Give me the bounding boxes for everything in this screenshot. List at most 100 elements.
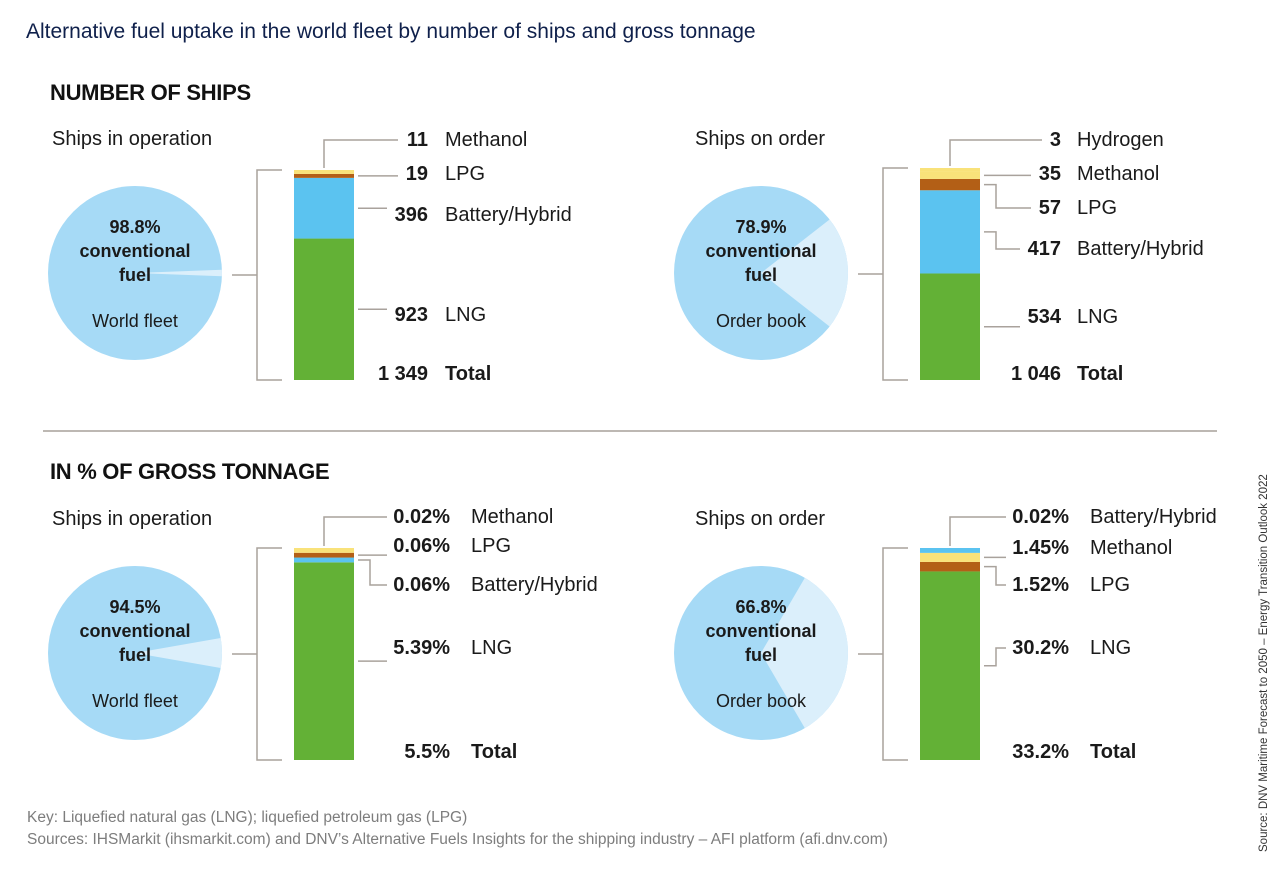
leader-line: [984, 647, 1006, 667]
subtitle-ships-order: Ships on order: [695, 128, 826, 150]
data-label-name: LNG: [471, 637, 512, 659]
pie-slice-alternative: [135, 638, 222, 668]
data-label-value: 923: [395, 304, 428, 326]
leader-line: [949, 516, 1006, 546]
pie-caption: World fleet: [92, 311, 178, 331]
pie-label-fuel: fuel: [119, 645, 151, 665]
bar-segment-lng: [920, 571, 980, 760]
panel-tonnage-order: 66.8% conventional fuel Order book 30.2% LNG 1…: [674, 506, 1217, 763]
panel-tonnage-operation: 94.5% conventional fuel World fleet 5.39% LNG…: [48, 506, 598, 763]
total-value: 5.5%: [404, 741, 450, 763]
data-label-value: 57: [1039, 197, 1061, 219]
section-divider: [43, 430, 1217, 432]
data-label-value: 0.06%: [393, 574, 450, 596]
pie-slice-alternative: [135, 269, 222, 277]
bar-bracket: [256, 547, 282, 761]
data-label-name: Methanol: [445, 129, 527, 151]
bar-segment-methanol: [294, 548, 354, 553]
data-label-value: 30.2%: [1012, 637, 1069, 659]
pie-slice-alternative: [761, 577, 848, 729]
leader-line: [984, 231, 1020, 250]
pie-caption: World fleet: [92, 691, 178, 711]
total-label: Total: [1090, 741, 1136, 763]
bar-segment-lpg: [294, 173, 354, 178]
data-label-value: 11: [407, 129, 428, 151]
bar-segment-methanol: [294, 170, 354, 174]
pie-label-percent: 94.5%: [109, 597, 160, 617]
data-label-value: 35: [1039, 163, 1061, 185]
data-label-value: 0.02%: [393, 506, 450, 528]
subtitle-tonnage-order: Ships on order: [695, 508, 826, 530]
data-label-value: 0.06%: [393, 535, 450, 557]
chart-title: Alternative fuel uptake in the world fle…: [26, 20, 756, 43]
pie-label-conventional: conventional: [705, 621, 816, 641]
bar-segment-lpg: [920, 561, 980, 572]
leader-line: [984, 565, 1006, 586]
data-label-value: 417: [1028, 238, 1061, 260]
leader-line: [358, 559, 387, 586]
bar-segment-lpg: [294, 552, 354, 558]
pie-label-percent: 78.9%: [735, 217, 786, 237]
bar-segment-lpg: [920, 178, 980, 191]
total-label: Total: [1077, 363, 1123, 385]
data-label-value: 1.45%: [1012, 537, 1069, 559]
data-label-name: Battery/Hybrid: [1077, 238, 1204, 260]
bar-segment-methanol: [920, 552, 980, 562]
bar-segment-battery-hybrid: [920, 190, 980, 274]
total-label: Total: [445, 363, 491, 385]
pie-label-conventional: conventional: [79, 241, 190, 261]
data-label-name: Methanol: [1090, 537, 1172, 559]
pie-slice-alternative: [761, 219, 848, 327]
data-label-name: LNG: [1090, 637, 1131, 659]
footnote-sources: Sources: IHSMarkit (ihsmarkit.com) and D…: [27, 831, 888, 848]
leader-line: [323, 516, 387, 546]
section-heading-number-of-ships: NUMBER OF SHIPS: [50, 80, 251, 105]
footnote-key: Key: Liquefied natural gas (LNG); liquef…: [27, 809, 468, 826]
data-label-name: Methanol: [471, 506, 553, 528]
data-label-value: 396: [395, 204, 428, 226]
pie-label-percent: 98.8%: [109, 217, 160, 237]
data-label-name: Hydrogen: [1077, 129, 1164, 151]
data-label-value: 3: [1050, 129, 1061, 151]
data-label-name: LNG: [1077, 306, 1118, 328]
panel-ships-order: 78.9% conventional fuel Order book 534 LNG 417…: [674, 129, 1204, 385]
pie-label-fuel: fuel: [119, 265, 151, 285]
leader-line: [984, 183, 1031, 209]
panel-ships-operation: 98.8% conventional fuel World fleet 923 LNG 39…: [48, 129, 572, 385]
pie-label-conventional: conventional: [705, 241, 816, 261]
bar-segment-battery-hybrid: [920, 548, 980, 553]
data-label-name: Methanol: [1077, 163, 1159, 185]
data-label-name: LPG: [471, 535, 511, 557]
data-label-name: LPG: [1077, 197, 1117, 219]
bar-segment-hydrogen: [920, 168, 980, 172]
pie-caption: Order book: [716, 311, 807, 331]
data-label-name: Battery/Hybrid: [471, 574, 598, 596]
subtitle-tonnage-operation: Ships in operation: [52, 508, 213, 530]
bar-bracket: [256, 169, 282, 381]
bar-segment-battery-hybrid: [294, 557, 354, 563]
bar-segment-lng: [294, 238, 354, 380]
pie-label-fuel: fuel: [745, 265, 777, 285]
total-value: 1 349: [378, 363, 428, 385]
section-heading-gross-tonnage: IN % OF GROSS TONNAGE: [50, 459, 330, 484]
bar-bracket: [882, 167, 908, 381]
pie-label-fuel: fuel: [745, 645, 777, 665]
data-label-value: 19: [406, 163, 428, 185]
pie-label-percent: 66.8%: [735, 597, 786, 617]
data-label-name: LPG: [445, 163, 485, 185]
bar-segment-lng: [294, 562, 354, 760]
vertical-source-note: Source: DNV Maritime Forecast to 2050 – …: [1258, 474, 1270, 852]
bar-segment-lng: [920, 273, 980, 380]
data-label-name: LNG: [445, 304, 486, 326]
pie-label-conventional: conventional: [79, 621, 190, 641]
leader-line: [323, 139, 398, 168]
data-label-name: Battery/Hybrid: [445, 204, 572, 226]
data-label-name: LPG: [1090, 574, 1130, 596]
bar-segment-battery-hybrid: [294, 177, 354, 239]
pie-caption: Order book: [716, 691, 807, 711]
bar-bracket: [882, 547, 908, 761]
data-label-value: 1.52%: [1012, 574, 1069, 596]
data-label-name: Battery/Hybrid: [1090, 506, 1217, 528]
data-label-value: 5.39%: [393, 637, 450, 659]
